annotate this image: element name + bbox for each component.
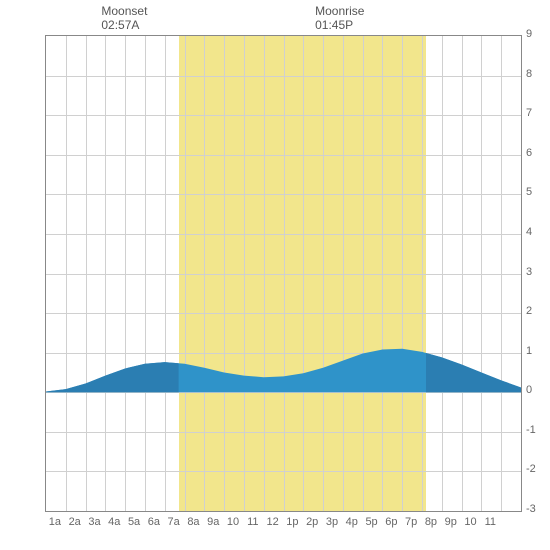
x-axis-label: 1p (282, 516, 302, 528)
x-axis-label: 12 (263, 516, 283, 528)
annotation-label: Moonrise (315, 4, 364, 18)
x-axis-label: 6a (144, 516, 164, 528)
x-axis-label: 10 (223, 516, 243, 528)
y-axis-label: 2 (526, 305, 532, 317)
y-axis-label: 7 (526, 107, 532, 119)
x-axis-label: 8a (183, 516, 203, 528)
y-axis-label: 8 (526, 68, 532, 80)
x-axis-label: 2p (302, 516, 322, 528)
x-axis-label: 5p (362, 516, 382, 528)
tide-chart: -3-2-101234567891a2a3a4a5a6a7a8a9a101112… (0, 0, 550, 550)
annotation-time: 01:45P (315, 18, 353, 32)
x-axis-label: 9a (203, 516, 223, 528)
y-axis-label: 4 (526, 226, 532, 238)
x-axis-label: 3a (84, 516, 104, 528)
x-axis-label: 3p (322, 516, 342, 528)
annotation-time: 02:57A (101, 18, 139, 32)
x-axis-label: 8p (421, 516, 441, 528)
x-axis-label: 2a (65, 516, 85, 528)
y-axis-label: -1 (526, 424, 536, 436)
x-axis-label: 7a (164, 516, 184, 528)
y-axis-label: 9 (526, 28, 532, 40)
y-axis-label: 6 (526, 147, 532, 159)
x-axis-label: 4p (342, 516, 362, 528)
y-axis-label: -3 (526, 503, 536, 515)
y-axis-label: 0 (526, 384, 532, 396)
x-axis-label: 9p (441, 516, 461, 528)
x-axis-label: 11 (480, 516, 500, 528)
y-axis-label: -2 (526, 463, 536, 475)
plot-area (45, 35, 522, 512)
x-axis-label: 4a (104, 516, 124, 528)
x-axis-label: 11 (243, 516, 263, 528)
x-axis-label: 10 (461, 516, 481, 528)
x-axis-label: 1a (45, 516, 65, 528)
x-axis-label: 7p (401, 516, 421, 528)
y-axis-label: 5 (526, 186, 532, 198)
y-axis-label: 3 (526, 266, 532, 278)
x-axis-label: 5a (124, 516, 144, 528)
tide-area (46, 36, 521, 511)
y-axis-label: 1 (526, 345, 532, 357)
x-axis-label: 6p (381, 516, 401, 528)
annotation-label: Moonset (101, 4, 147, 18)
